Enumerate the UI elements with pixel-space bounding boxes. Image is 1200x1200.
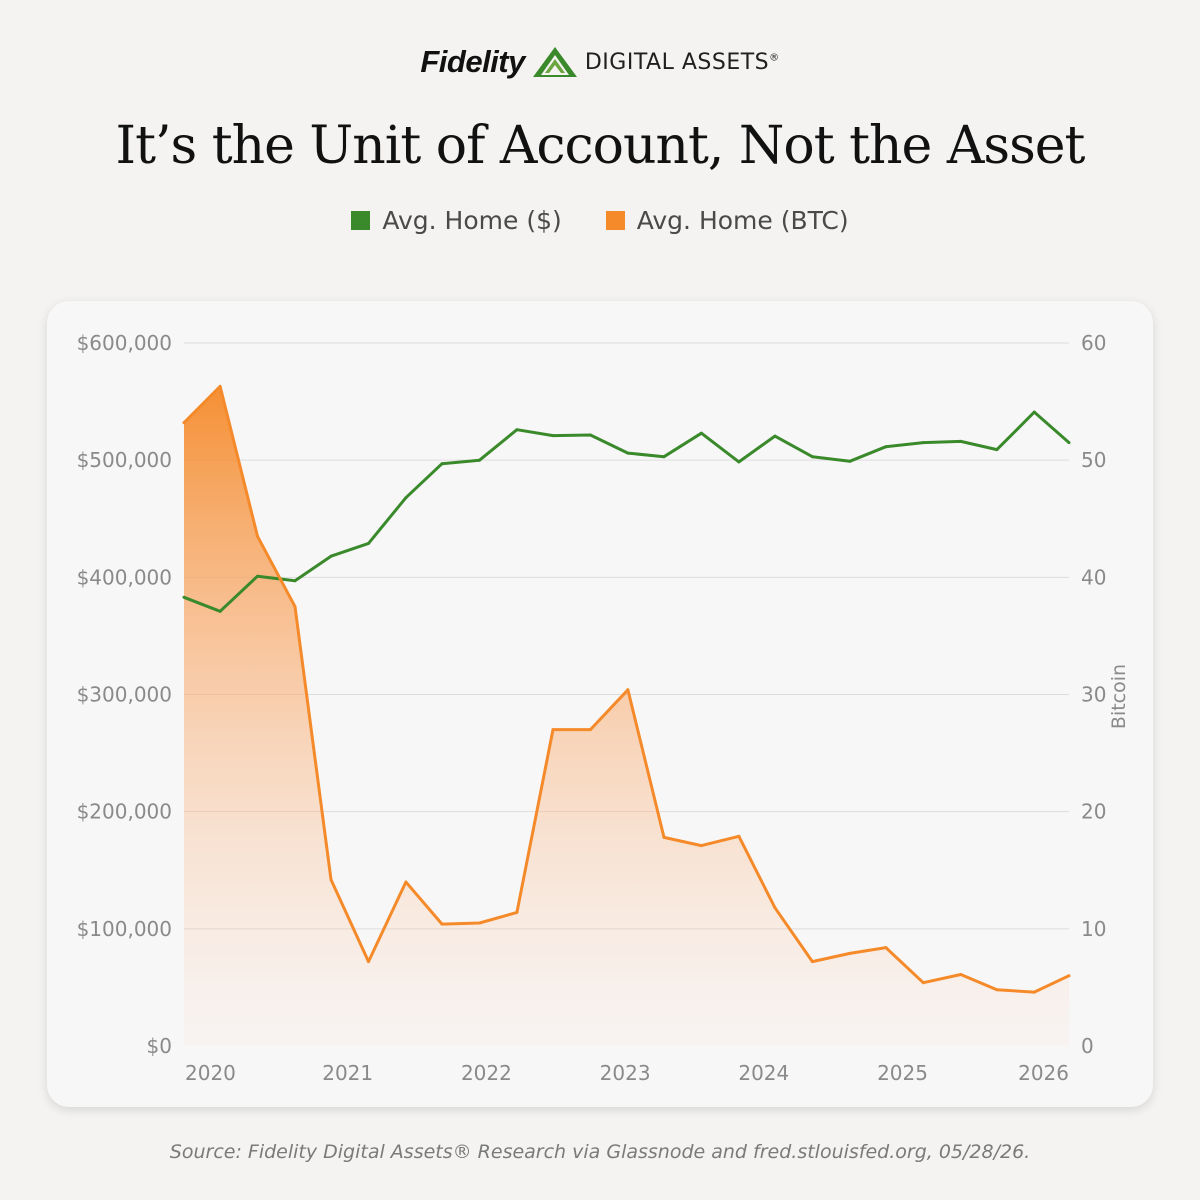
legend-item-usd: Avg. Home ($) [351, 206, 562, 235]
btc-data-point [588, 728, 592, 732]
x-tick-label: 2025 [877, 1061, 928, 1085]
btc-data-point [293, 605, 297, 609]
btc-data-point [626, 688, 630, 692]
usd-data-point [551, 434, 555, 438]
source-note: Source: Fidelity Digital Assets® Researc… [169, 1141, 1031, 1163]
usd-data-point [256, 574, 259, 578]
btc-data-point [256, 534, 259, 538]
usd-data-point [773, 434, 777, 438]
usd-data-point [959, 439, 963, 443]
usd-data-point [367, 541, 370, 545]
y-right-tick-label: 0 [1081, 1034, 1094, 1058]
usd-data-point [921, 441, 925, 445]
btc-data-point [329, 878, 333, 882]
btc-data-point [699, 844, 703, 848]
usd-data-point [329, 554, 333, 558]
y-right-tick-label: 50 [1081, 448, 1106, 472]
btc-data-point [182, 421, 186, 425]
y-left-tick-label: $300,000 [77, 683, 172, 707]
x-tick-label: 2021 [322, 1061, 373, 1085]
usd-data-point [1032, 410, 1036, 414]
usd-data-point [218, 609, 222, 613]
btc-area-fill [184, 386, 1069, 1046]
right-axis-labels: 0 10 20 30 40 50 60 [1081, 331, 1106, 1058]
usd-data-point [182, 595, 186, 599]
usd-data-point [662, 455, 666, 459]
y-right-tick-label: 10 [1081, 917, 1106, 941]
btc-data-point [848, 951, 852, 955]
btc-data-point [662, 835, 666, 839]
usd-data-point [699, 431, 703, 435]
chart-legend: Avg. Home ($) Avg. Home (BTC) [0, 206, 1200, 235]
x-tick-label: 2022 [461, 1061, 512, 1085]
chart-plot: $0 $100,000 $200,000 $300,000 $400,000 $500,0… [77, 331, 1130, 1085]
y-left-tick-label: $500,000 [77, 448, 172, 472]
legend-swatch-btc [605, 211, 625, 230]
legend-swatch-usd [351, 211, 371, 230]
x-tick-label: 2020 [185, 1061, 236, 1085]
brand-name: Fidelity [420, 44, 525, 79]
y-left-tick-label: $200,000 [77, 800, 172, 824]
btc-data-point [884, 946, 888, 950]
brand-header: Fidelity DIGITAL ASSETS® [0, 44, 1200, 80]
y-right-tick-label: 20 [1081, 800, 1106, 824]
y-left-tick-label: $600,000 [77, 331, 172, 355]
btc-data-point [773, 906, 777, 910]
y-left-tick-label: $100,000 [77, 917, 172, 941]
legend-item-btc: Avg. Home (BTC) [605, 206, 849, 235]
chart-title: It’s the Unit of Account, Not the Asset [115, 116, 1086, 176]
y-left-tick-label: $400,000 [77, 565, 172, 589]
btc-data-point [515, 910, 519, 914]
y-right-tick-label: 30 [1081, 683, 1106, 707]
usd-data-point [810, 455, 814, 459]
usd-data-point [293, 579, 297, 583]
chart-card: $0 $100,000 $200,000 $300,000 $400,000 $500,0… [47, 301, 1153, 1107]
y-right-tick-label: 60 [1081, 331, 1106, 355]
usd-data-point [848, 459, 852, 463]
usd-data-point [626, 451, 630, 455]
legend-label-usd: Avg. Home ($) [382, 206, 562, 235]
x-tick-label: 2026 [1018, 1061, 1069, 1085]
btc-data-point [810, 960, 814, 964]
series-lines [182, 384, 1071, 994]
x-tick-label: 2024 [738, 1061, 789, 1085]
btc-data-point [404, 880, 408, 884]
usd-data-point [478, 458, 481, 462]
btc-data-point [995, 988, 999, 992]
left-axis-labels: $0 $100,000 $200,000 $300,000 $400,000 $500,0… [77, 331, 172, 1058]
usd-data-point [884, 445, 888, 449]
usd-data-point [404, 496, 408, 500]
usd-data-point [995, 448, 999, 452]
usd-series-line [183, 410, 1070, 613]
btc-data-point [959, 973, 963, 976]
usd-data-point [1067, 441, 1071, 445]
legend-label-btc: Avg. Home (BTC) [636, 206, 849, 235]
btc-data-point [551, 728, 555, 732]
fidelity-pyramid-logo-icon [532, 47, 577, 77]
usd-data-point [588, 433, 592, 437]
btc-data-point [737, 834, 741, 838]
btc-data-point [367, 960, 370, 964]
btc-data-point [921, 981, 925, 985]
y-right-tick-label: 40 [1081, 565, 1106, 589]
brand-subtitle: DIGITAL ASSETS® [584, 49, 780, 75]
y-left-tick-label: $0 [147, 1034, 172, 1058]
btc-data-point [1032, 990, 1036, 994]
usd-data-point [440, 462, 444, 466]
btc-data-point [218, 384, 222, 388]
btc-data-point [1067, 974, 1071, 978]
usd-data-point [737, 460, 741, 464]
btc-data-point [478, 921, 481, 925]
right-axis-title: Bitcoin [1108, 664, 1130, 729]
x-axis-labels: 2020 2021 2022 2023 2024 2025 2026 [185, 1061, 1069, 1085]
x-tick-label: 2023 [600, 1061, 651, 1085]
btc-data-point [440, 922, 444, 926]
usd-data-point [515, 428, 519, 432]
btc-area-layer [184, 386, 1069, 1046]
